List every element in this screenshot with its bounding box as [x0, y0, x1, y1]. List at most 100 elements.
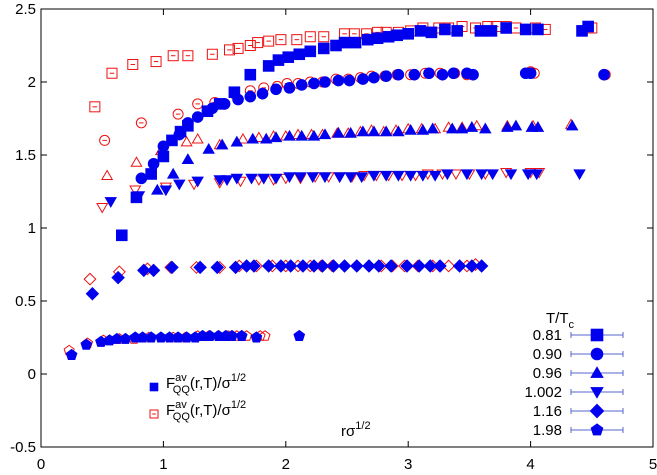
series-diamond-filled: [85, 259, 489, 301]
legend-title: T/Tc: [546, 310, 575, 331]
data-markers: [63, 20, 611, 360]
data-point: [173, 128, 186, 141]
data-point: [83, 272, 97, 286]
legend-marker: [590, 423, 604, 436]
data-point: [332, 74, 345, 87]
data-point: [455, 122, 469, 134]
data-point: [307, 259, 321, 273]
legend-marker: [590, 387, 604, 399]
data-point: [416, 170, 430, 182]
data-point: [372, 259, 386, 273]
x-tick-label: 0: [37, 456, 45, 473]
data-point: [400, 259, 414, 273]
data-point: [173, 179, 186, 191]
data-point: [304, 45, 317, 58]
legend-entry: 1.16: [533, 403, 624, 420]
y-tick-label: 0: [28, 366, 36, 383]
data-point: [392, 125, 405, 137]
data-point: [452, 259, 467, 273]
legends: T/Tc0.81 0.90 0.96 1.002 1.16 1.98 Fav QQ(r,T)/…: [149, 310, 624, 439]
series-square-open: [89, 21, 598, 113]
legend-entry-label: 0.81: [533, 327, 562, 344]
data-point: [326, 259, 341, 273]
data-point: [215, 138, 229, 150]
legend-entry: 1.98: [533, 422, 624, 439]
data-point: [465, 121, 479, 132]
data-point: [367, 170, 381, 182]
data-point: [460, 169, 474, 181]
data-point: [355, 172, 368, 184]
data-point: [356, 125, 370, 137]
data-point: [449, 169, 462, 180]
legend-marker: [590, 366, 604, 378]
data-point: [99, 134, 111, 146]
y-tick-label: 1.5: [15, 147, 36, 164]
legend-entry-label: 0.96: [533, 365, 562, 382]
data-point: [89, 101, 101, 113]
data-point: [157, 150, 170, 163]
data-point: [414, 25, 427, 37]
data-point: [232, 93, 244, 106]
data-point: [252, 37, 264, 49]
legend-marker: [589, 403, 605, 419]
data-point: [379, 170, 393, 182]
data-point: [524, 67, 537, 80]
legend-entry: 0.96: [533, 365, 624, 382]
data-point: [475, 169, 488, 181]
data-point: [247, 259, 261, 273]
data-point: [362, 33, 374, 46]
data-point: [151, 183, 164, 195]
data-point: [145, 168, 157, 180]
x-tick-label: 1: [159, 456, 167, 473]
data-point: [192, 98, 204, 110]
data-point: [210, 260, 225, 275]
data-point: [531, 121, 545, 132]
data-point: [308, 77, 320, 90]
data-point: [304, 31, 316, 43]
data-point: [157, 140, 170, 153]
data-point: [283, 82, 296, 94]
data-point: [181, 153, 195, 164]
data-point: [130, 156, 143, 167]
legend-entry-label: 1.16: [533, 403, 562, 420]
data-point: [416, 123, 430, 135]
legend-style-marker: [149, 409, 159, 419]
data-point: [244, 90, 257, 103]
data-point: [206, 48, 218, 60]
data-point: [294, 172, 307, 184]
data-point: [220, 175, 234, 187]
data-point: [349, 36, 362, 49]
data-point: [343, 74, 356, 87]
data-point: [137, 263, 151, 278]
legend-style-marker: [149, 382, 159, 392]
data-point: [282, 51, 295, 63]
data-point: [337, 259, 352, 273]
data-point: [350, 259, 364, 273]
data-point: [206, 102, 219, 115]
data-point: [259, 132, 273, 144]
data-point: [362, 259, 376, 273]
style-legend-label: Fav QQ(r,T)/σ1/2: [166, 399, 246, 423]
legend-entry: 1.002: [524, 384, 624, 401]
data-point: [404, 170, 417, 182]
data-point: [344, 126, 357, 138]
x-tick-label: 3: [404, 456, 412, 473]
data-point: [306, 172, 319, 184]
data-point: [202, 142, 215, 154]
data-point: [474, 259, 489, 273]
data-point: [244, 40, 256, 51]
data-point: [106, 67, 118, 79]
data-point: [191, 132, 204, 144]
data-point: [392, 68, 405, 81]
data-point: [115, 229, 128, 242]
data-point: [333, 172, 346, 184]
axis-ticks: 0 1 2 3 4 5-0.500.511.522.5: [10, 1, 657, 473]
data-point: [379, 125, 393, 137]
data-point: [262, 60, 275, 72]
series-triangle-down-filled: [104, 169, 586, 208]
data-point: [318, 172, 332, 184]
data-point: [357, 73, 369, 85]
x-tick-label: 2: [282, 456, 290, 473]
legend-entry-label: 1.002: [524, 384, 562, 401]
